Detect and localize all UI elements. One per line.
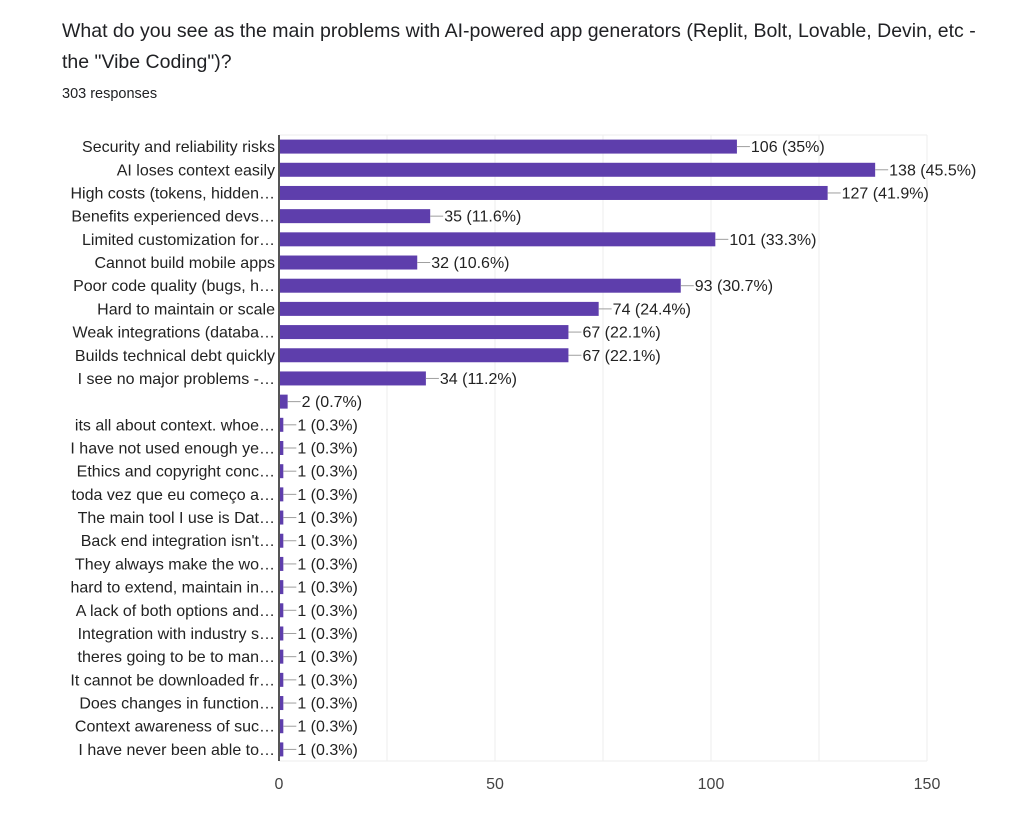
- data-label: 1 (0.3%): [297, 510, 357, 527]
- category-label: They always make the wo…: [75, 556, 275, 573]
- data-label: 1 (0.3%): [297, 696, 357, 713]
- data-label: 67 (22.1%): [582, 325, 660, 342]
- bar: [279, 510, 284, 525]
- data-label: 32 (10.6%): [431, 255, 509, 272]
- x-axis-ticks: 0 50 100 150: [275, 776, 941, 793]
- data-label: 1 (0.3%): [297, 580, 357, 597]
- category-label: Benefits experienced devs…: [71, 209, 275, 226]
- category-label: A lack of both options and…: [76, 603, 275, 620]
- category-label: Does changes in function…: [79, 696, 275, 713]
- bar: [279, 649, 284, 664]
- data-label: 35 (11.6%): [444, 209, 521, 226]
- category-label: Hard to maintain or scale: [97, 301, 275, 318]
- category-label: I see no major problems -…: [78, 371, 275, 388]
- bar: [279, 696, 284, 711]
- category-label: Poor code quality (bugs, h…: [73, 278, 275, 295]
- category-label: I have not used enough ye…: [70, 441, 275, 458]
- category-label: Context awareness of suc…: [75, 719, 275, 736]
- bar: [279, 742, 284, 757]
- data-label: 1 (0.3%): [297, 487, 357, 504]
- bar: [279, 325, 569, 340]
- data-label: 1 (0.3%): [297, 441, 357, 458]
- bar: [279, 301, 599, 316]
- bar: [279, 672, 284, 687]
- data-label: 1 (0.3%): [297, 417, 357, 434]
- category-label: Weak integrations (databa…: [73, 325, 275, 342]
- data-label: 1 (0.3%): [297, 533, 357, 550]
- category-label: toda vez que eu começo a…: [71, 487, 275, 504]
- x-tick-label: 0: [275, 776, 284, 793]
- category-label: Cannot build mobile apps: [94, 255, 275, 272]
- bar: [279, 464, 284, 479]
- category-label: AI loses context easily: [117, 162, 275, 179]
- data-label: 93 (30.7%): [695, 278, 773, 295]
- bar: [279, 626, 284, 641]
- category-label: Ethics and copyright conc…: [77, 464, 275, 481]
- bar: [279, 278, 681, 293]
- category-labels: Security and reliability risks AI loses c…: [70, 139, 275, 759]
- bar: [279, 232, 716, 247]
- data-label: 1 (0.3%): [297, 464, 357, 481]
- bar: [279, 394, 288, 409]
- data-label: 138 (45.5%): [889, 162, 976, 179]
- bar: [279, 487, 284, 502]
- bar: [279, 580, 284, 595]
- bar: [279, 209, 431, 224]
- bar: [279, 417, 284, 432]
- bar: [279, 719, 284, 734]
- category-label: its all about context. whoe…: [75, 417, 275, 434]
- data-label: 127 (41.9%): [842, 185, 929, 202]
- data-label: 74 (24.4%): [613, 301, 691, 318]
- bar: [279, 162, 876, 177]
- data-label: 1 (0.3%): [297, 742, 357, 759]
- bar: [279, 371, 426, 386]
- category-label: Security and reliability risks: [82, 139, 275, 156]
- bar: [279, 441, 284, 455]
- bar: [279, 255, 418, 270]
- category-label: High costs (tokens, hidden…: [70, 185, 275, 202]
- data-label: 2 (0.7%): [302, 394, 362, 411]
- x-tick-label: 100: [698, 776, 725, 793]
- data-label: 1 (0.3%): [297, 719, 357, 736]
- category-label: It cannot be downloaded fr…: [70, 672, 275, 689]
- data-label: 1 (0.3%): [297, 556, 357, 573]
- bar: [279, 603, 284, 618]
- data-labels: 106 (35%) 138 (45.5%) 127 (41.9%) 35 (11.6%…: [283, 139, 976, 759]
- x-tick-label: 150: [914, 776, 941, 793]
- bar: [279, 139, 737, 154]
- data-label: 101 (33.3%): [729, 232, 816, 249]
- data-label: 1 (0.3%): [297, 649, 357, 666]
- data-label: 34 (11.2%): [440, 371, 517, 388]
- x-tick-label: 50: [486, 776, 504, 793]
- data-label: 1 (0.3%): [297, 603, 357, 620]
- category-label: Builds technical debt quickly: [75, 348, 275, 365]
- bar: [279, 348, 569, 363]
- bar: [279, 556, 284, 571]
- category-label: Integration with industry s…: [78, 626, 275, 643]
- response-count: 303 responses: [62, 86, 158, 102]
- category-label: Limited customization for…: [82, 232, 275, 249]
- bar: [279, 185, 828, 200]
- data-label: 1 (0.3%): [297, 626, 357, 643]
- category-label: The main tool I use is Dat…: [78, 510, 275, 527]
- bars: [279, 139, 876, 757]
- gridlines: [279, 134, 928, 762]
- data-label: 106 (35%): [751, 139, 825, 156]
- category-label: hard to extend, maintain in…: [70, 580, 275, 597]
- category-label: Back end integration isn't…: [81, 533, 275, 550]
- question-title: What do you see as the main problems wit…: [62, 20, 976, 73]
- bar: [279, 533, 284, 548]
- data-label: 1 (0.3%): [297, 672, 357, 689]
- category-label: theres going to be to man…: [78, 649, 275, 666]
- data-label: 67 (22.1%): [582, 348, 660, 365]
- category-label: I have never been able to…: [78, 742, 275, 759]
